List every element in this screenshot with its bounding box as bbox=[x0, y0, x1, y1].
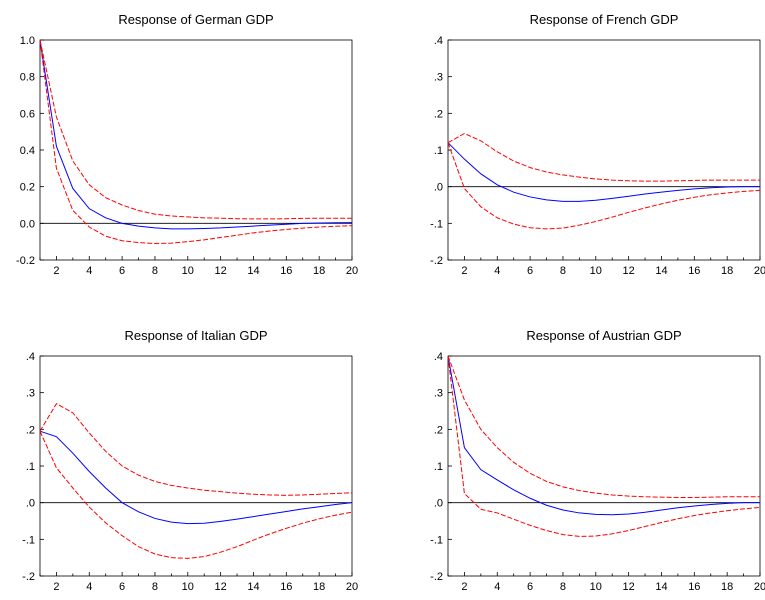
confidence-band-line bbox=[447, 355, 761, 537]
x-tick-label: 18 bbox=[721, 581, 733, 593]
y-tick-label: .3 bbox=[434, 388, 443, 400]
x-tick-label: 20 bbox=[754, 581, 765, 593]
y-tick-label: -.1 bbox=[430, 218, 443, 230]
y-tick-label: .3 bbox=[26, 388, 35, 400]
x-tick-label: 14 bbox=[655, 265, 667, 277]
x-tick-label: 14 bbox=[655, 581, 667, 593]
y-tick-label: 0.8 bbox=[20, 72, 35, 84]
x-tick-label: 16 bbox=[280, 581, 292, 593]
x-tick-label: 10 bbox=[182, 265, 194, 277]
x-tick-label: 2 bbox=[53, 581, 59, 593]
y-tick-label: .1 bbox=[26, 461, 35, 473]
y-tick-label: .1 bbox=[434, 145, 443, 157]
x-tick-label: 14 bbox=[247, 581, 259, 593]
confidence-band-line bbox=[39, 39, 352, 220]
chart-panel-2: Response of French GDP -.2 -.1 .0 .1 .2 .3 .4 2 4… bbox=[430, 12, 765, 277]
x-tick-label: 2 bbox=[461, 581, 467, 593]
panel-title: Response of Italian GDP bbox=[124, 328, 267, 343]
x-tick-label: 4 bbox=[494, 265, 500, 277]
x-tick-label: 20 bbox=[346, 581, 358, 593]
impulse-response-line bbox=[447, 142, 760, 202]
y-tick-label: .2 bbox=[434, 108, 443, 120]
x-tick-label: 12 bbox=[623, 265, 635, 277]
x-tick-label: 10 bbox=[182, 581, 194, 593]
x-tick-label: 6 bbox=[527, 265, 533, 277]
chart-panel-4: Response of Austrian GDP -.2 -.1 .0 .1 .2 .3 .4… bbox=[430, 328, 765, 593]
x-tick-label: 16 bbox=[688, 265, 700, 277]
impulse-response-line bbox=[39, 430, 353, 525]
x-tick-label: 10 bbox=[590, 265, 602, 277]
x-tick-label: 2 bbox=[461, 265, 467, 277]
confidence-band-line bbox=[447, 142, 761, 230]
panel-title: Response of German GDP bbox=[118, 12, 273, 27]
x-tick-label: 8 bbox=[560, 265, 566, 277]
y-tick-label: .2 bbox=[26, 424, 35, 436]
x-tick-label: 20 bbox=[754, 265, 765, 277]
plot-frame bbox=[39, 355, 353, 577]
plot-frame bbox=[39, 39, 353, 261]
x-tick-label: 6 bbox=[527, 581, 533, 593]
confidence-band-line bbox=[39, 39, 353, 245]
chart-panel-1: Response of German GDP -0.2 0.0 0.2 0.4 0.6 0.… bbox=[16, 12, 358, 277]
x-tick-label: 8 bbox=[152, 265, 158, 277]
x-tick-label: 10 bbox=[590, 581, 602, 593]
x-tick-label: 2 bbox=[53, 265, 59, 277]
confidence-band-line bbox=[39, 430, 353, 559]
x-tick-label: 4 bbox=[86, 265, 92, 277]
x-tick-label: 12 bbox=[623, 581, 635, 593]
confidence-band-line bbox=[447, 355, 760, 499]
panel-title: Response of Austrian GDP bbox=[526, 328, 681, 343]
y-tick-label: .0 bbox=[434, 498, 443, 510]
x-tick-label: 4 bbox=[86, 581, 92, 593]
y-tick-label: 0.6 bbox=[20, 108, 35, 120]
x-tick-label: 12 bbox=[215, 581, 227, 593]
y-tick-label: .4 bbox=[434, 35, 443, 47]
x-tick-label: 18 bbox=[313, 265, 325, 277]
y-tick-label: .1 bbox=[434, 461, 443, 473]
y-tick-label: .4 bbox=[26, 351, 35, 363]
y-tick-label: 0.0 bbox=[20, 218, 35, 230]
y-tick-label: -.2 bbox=[430, 571, 443, 583]
x-tick-label: 6 bbox=[119, 265, 125, 277]
y-tick-label: -.1 bbox=[22, 534, 35, 546]
x-tick-label: 6 bbox=[119, 581, 125, 593]
y-tick-label: .2 bbox=[434, 424, 443, 436]
y-tick-label: .3 bbox=[434, 72, 443, 84]
x-tick-label: 8 bbox=[560, 581, 566, 593]
x-tick-label: 18 bbox=[313, 581, 325, 593]
confidence-band-line bbox=[39, 402, 353, 496]
x-tick-label: 14 bbox=[247, 265, 259, 277]
y-tick-label: -.2 bbox=[22, 571, 35, 583]
x-tick-label: 16 bbox=[280, 265, 292, 277]
y-tick-label: .4 bbox=[434, 351, 443, 363]
y-tick-label: -0.2 bbox=[16, 255, 35, 267]
x-tick-label: 18 bbox=[721, 265, 733, 277]
chart-panel-3: Response of Italian GDP -.2 -.1 .0 .1 .2 .3 .4 2… bbox=[22, 328, 358, 593]
x-tick-label: 16 bbox=[688, 581, 700, 593]
y-tick-label: 0.4 bbox=[20, 145, 35, 157]
y-tick-label: .0 bbox=[434, 182, 443, 194]
impulse-response-line bbox=[39, 39, 353, 230]
y-tick-label: -.2 bbox=[430, 255, 443, 267]
x-tick-label: 12 bbox=[215, 265, 227, 277]
panel-title: Response of French GDP bbox=[530, 12, 679, 27]
confidence-band-line bbox=[447, 132, 760, 182]
y-tick-label: 1.0 bbox=[20, 35, 35, 47]
y-tick-label: -.1 bbox=[430, 534, 443, 546]
plot-frame bbox=[447, 355, 761, 577]
x-tick-label: 8 bbox=[152, 581, 158, 593]
impulse-response-line bbox=[447, 355, 760, 516]
x-tick-label: 4 bbox=[494, 581, 500, 593]
y-tick-label: 0.2 bbox=[20, 182, 35, 194]
y-tick-label: .0 bbox=[26, 498, 35, 510]
x-tick-label: 20 bbox=[346, 265, 358, 277]
